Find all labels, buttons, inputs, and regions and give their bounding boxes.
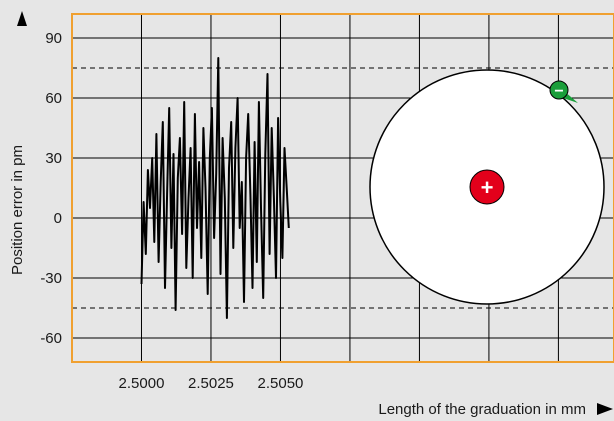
x-tick-label: 2.5000: [119, 375, 165, 392]
y-tick-label: 0: [54, 210, 62, 227]
edge-marker: [549, 80, 569, 100]
series-layer: [140, 57, 290, 319]
x-axis-arrow-icon: [597, 403, 613, 415]
disc-inset: +−: [369, 69, 605, 305]
series-line: [140, 57, 290, 319]
center-marker: [469, 169, 505, 205]
x-tick-label: 2.5050: [258, 375, 304, 392]
x-axis-label: Length of the graduation in mm: [378, 401, 586, 418]
plus-icon: +: [481, 175, 494, 200]
y-tick-label: 30: [45, 150, 62, 167]
plot-border: [71, 13, 614, 363]
reference-lines: [72, 67, 614, 309]
y-tick-label: 90: [45, 30, 62, 47]
tick-labels: 90 60 30 0 -30 -60 2.5000 2.5025 2.5050: [40, 30, 303, 392]
y-axis-arrow-icon: [17, 11, 27, 26]
y-tick-label: 60: [45, 90, 62, 107]
x-tick-label: 2.5025: [188, 375, 234, 392]
minus-icon: −: [554, 83, 563, 100]
y-tick-label: -30: [40, 270, 62, 287]
y-axis-label: Position error in pm: [9, 145, 26, 275]
y-tick-label: -60: [40, 330, 62, 347]
